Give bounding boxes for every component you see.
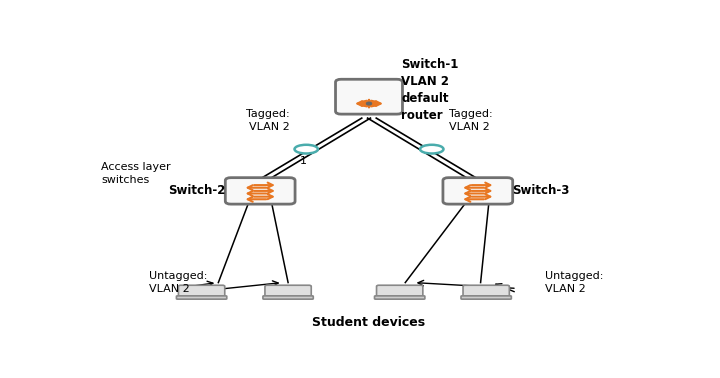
FancyBboxPatch shape bbox=[263, 296, 313, 299]
Text: Untagged:
VLAN 2: Untagged: VLAN 2 bbox=[148, 271, 207, 294]
Text: Student devices: Student devices bbox=[312, 316, 426, 329]
FancyBboxPatch shape bbox=[374, 296, 425, 299]
FancyBboxPatch shape bbox=[265, 285, 311, 297]
FancyBboxPatch shape bbox=[377, 285, 423, 297]
Ellipse shape bbox=[420, 145, 444, 153]
FancyBboxPatch shape bbox=[176, 296, 227, 299]
Text: Tagged:
VLAN 2: Tagged: VLAN 2 bbox=[246, 109, 289, 132]
Text: Tagged:
VLAN 2: Tagged: VLAN 2 bbox=[449, 109, 492, 132]
Text: Switch-2: Switch-2 bbox=[168, 184, 225, 197]
FancyBboxPatch shape bbox=[179, 285, 225, 297]
Text: 1: 1 bbox=[300, 156, 307, 166]
Text: Switch-1
VLAN 2
default
router: Switch-1 VLAN 2 default router bbox=[401, 59, 459, 122]
FancyBboxPatch shape bbox=[461, 296, 511, 299]
FancyBboxPatch shape bbox=[443, 178, 513, 204]
Circle shape bbox=[366, 102, 372, 105]
Text: Switch-3: Switch-3 bbox=[513, 184, 570, 197]
FancyBboxPatch shape bbox=[336, 79, 402, 114]
Ellipse shape bbox=[294, 145, 318, 153]
Text: Untagged:
VLAN 2: Untagged: VLAN 2 bbox=[545, 271, 603, 294]
FancyBboxPatch shape bbox=[463, 285, 509, 297]
Text: Access layer
switches: Access layer switches bbox=[101, 162, 171, 184]
FancyBboxPatch shape bbox=[225, 178, 295, 204]
